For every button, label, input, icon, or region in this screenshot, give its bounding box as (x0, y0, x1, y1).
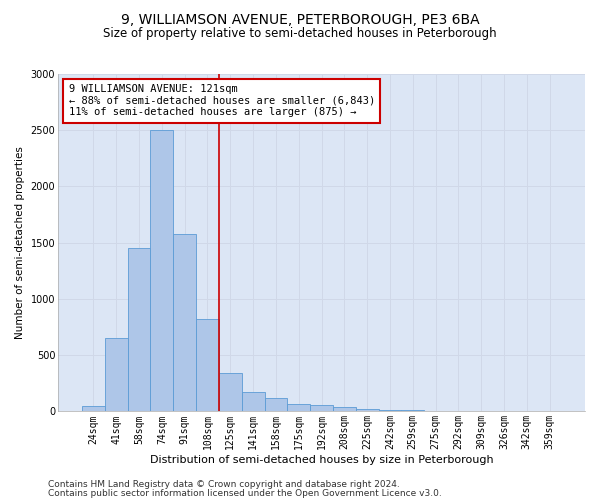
Bar (493, 411, 515, 412)
Text: 9, WILLIAMSON AVENUE, PETERBOROUGH, PE3 6BA: 9, WILLIAMSON AVENUE, PETERBOROUGH, PE3 … (121, 12, 479, 26)
Bar (447, 411, 470, 412)
Bar (333, 407, 356, 412)
X-axis label: Distribution of semi-detached houses by size in Peterborough: Distribution of semi-detached houses by … (150, 455, 493, 465)
Text: Size of property relative to semi-detached houses in Peterborough: Size of property relative to semi-detach… (103, 28, 497, 40)
Y-axis label: Number of semi-detached properties: Number of semi-detached properties (15, 146, 25, 339)
Text: Contains HM Land Registry data © Crown copyright and database right 2024.: Contains HM Land Registry data © Crown c… (48, 480, 400, 489)
Bar (470, 411, 493, 412)
Bar (196, 319, 219, 412)
Bar (128, 248, 151, 412)
Bar (82, 406, 105, 411)
Bar (242, 392, 265, 411)
Bar (105, 338, 128, 411)
Bar (379, 410, 401, 412)
Bar (173, 234, 196, 412)
Text: Contains public sector information licensed under the Open Government Licence v3: Contains public sector information licen… (48, 488, 442, 498)
Text: 9 WILLIAMSON AVENUE: 121sqm
← 88% of semi-detached houses are smaller (6,843)
11: 9 WILLIAMSON AVENUE: 121sqm ← 88% of sem… (68, 84, 375, 117)
Bar (401, 410, 424, 412)
Bar (310, 404, 333, 411)
Bar (287, 404, 310, 411)
Bar (356, 409, 379, 412)
Bar (151, 130, 173, 412)
Bar (424, 410, 447, 412)
Bar (219, 373, 242, 412)
Bar (265, 398, 287, 411)
